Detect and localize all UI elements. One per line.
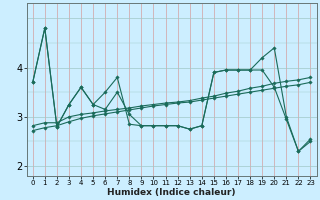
X-axis label: Humidex (Indice chaleur): Humidex (Indice chaleur): [107, 188, 236, 197]
